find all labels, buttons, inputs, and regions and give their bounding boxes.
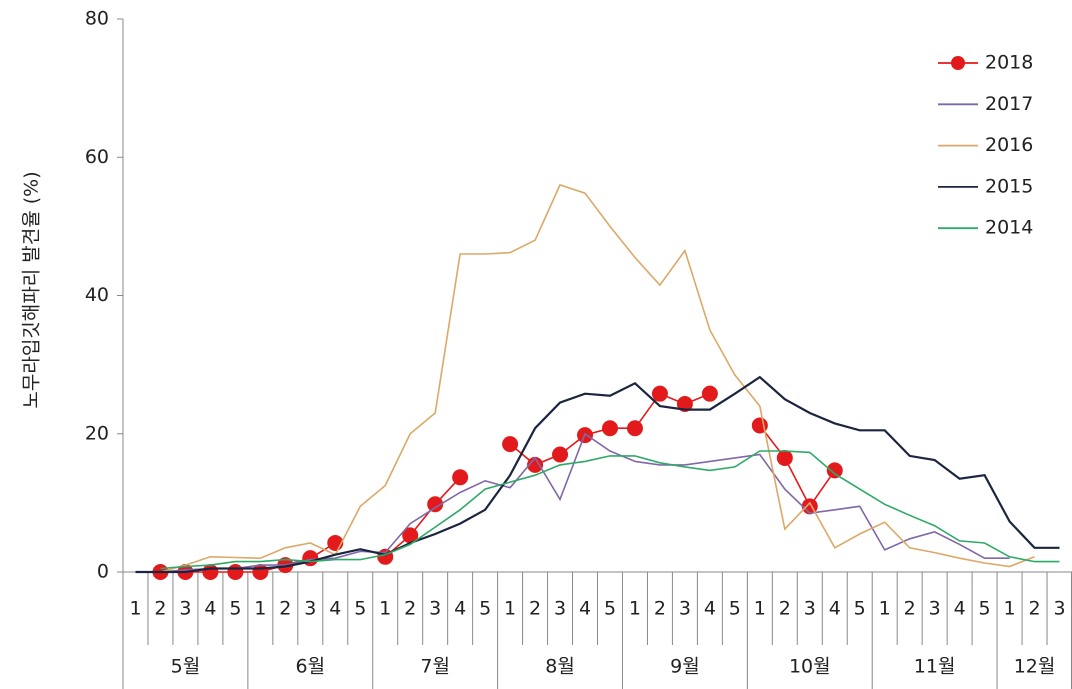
x-tick-label: 3: [304, 598, 316, 620]
x-tick-label: 2: [279, 598, 291, 620]
point: [202, 564, 219, 580]
x-tick-label: 4: [704, 598, 716, 620]
x-tick-label: 2: [154, 598, 166, 620]
x-tick-label: 5: [979, 598, 991, 620]
point: [651, 385, 668, 402]
x-tick-label: 5: [229, 598, 241, 620]
point: [502, 436, 519, 453]
legend-label: 2017: [985, 93, 1033, 115]
series-line: [160, 183, 1035, 573]
x-tick-label: 5: [729, 598, 741, 620]
point: [601, 420, 618, 437]
x-tick-label: 4: [454, 598, 466, 620]
y-axis-label: 노무라입깃해파리 발견율 (%): [21, 171, 43, 408]
point: [227, 564, 244, 580]
x-tick-label: 3: [804, 598, 816, 620]
legend-label: 2018: [985, 52, 1033, 74]
series-line: [135, 432, 1010, 573]
x-tick-label: 1: [504, 598, 516, 620]
y-tick-label: 60: [85, 146, 109, 168]
group-label: 7월: [420, 656, 450, 678]
x-tick-label: 5: [854, 598, 866, 620]
point: [776, 449, 793, 466]
x-tick-label: 4: [954, 598, 966, 620]
x-tick-label: 4: [579, 598, 591, 620]
y-tick-label: 0: [97, 561, 109, 583]
group-label: 10월: [789, 656, 831, 678]
x-tick-label: 3: [179, 598, 191, 620]
point: [826, 462, 843, 479]
point: [527, 456, 544, 473]
x-tick-label: 3: [1053, 598, 1065, 620]
point: [701, 385, 718, 402]
x-tick-label: 4: [829, 598, 841, 620]
x-tick-label: 2: [779, 598, 791, 620]
series-line: [160, 450, 1060, 570]
x-tick-label: 1: [1004, 598, 1016, 620]
x-tick-label: 1: [254, 598, 266, 620]
series-line: [135, 375, 1060, 574]
point: [626, 420, 643, 437]
x-tick-label: 3: [429, 598, 441, 620]
x-tick-label: 3: [929, 598, 941, 620]
point: [552, 446, 569, 463]
point: [427, 496, 444, 513]
x-tick-label: 2: [529, 598, 541, 620]
x-tick-label: 1: [379, 598, 391, 620]
x-tick-label: 1: [754, 598, 766, 620]
x-tick-label: 1: [629, 598, 641, 620]
y-tick-label: 40: [85, 284, 109, 306]
x-tick-label: 4: [204, 598, 216, 620]
x-tick-label: 5: [604, 598, 616, 620]
group-label: 12월: [1014, 656, 1056, 678]
y-tick-label: 80: [85, 8, 109, 30]
group-label: 9월: [670, 656, 700, 678]
series-line: [160, 392, 836, 573]
y-tick-label: 20: [85, 422, 109, 444]
x-tick-label: 2: [1028, 598, 1040, 620]
point: [402, 527, 419, 544]
group-label: 6월: [296, 656, 326, 678]
point: [452, 469, 469, 486]
group-label: 5월: [171, 656, 201, 678]
x-tick-label: 3: [679, 598, 691, 620]
x-tick-label: 2: [654, 598, 666, 620]
legend-label: 2014: [985, 217, 1033, 239]
legend-label: 2015: [985, 175, 1033, 197]
x-tick-label: 3: [554, 598, 566, 620]
x-tick-label: 5: [354, 598, 366, 620]
x-tick-label: 1: [129, 598, 141, 620]
x-tick-label: 1: [879, 598, 891, 620]
group-label: 11월: [914, 656, 956, 678]
group-label: 8월: [545, 656, 575, 678]
x-tick-label: 4: [329, 598, 341, 620]
legend-label: 2016: [985, 134, 1033, 156]
x-tick-label: 5: [479, 598, 491, 620]
x-tick-label: 2: [904, 598, 916, 620]
x-tick-label: 2: [404, 598, 416, 620]
legend-marker: [951, 56, 965, 70]
